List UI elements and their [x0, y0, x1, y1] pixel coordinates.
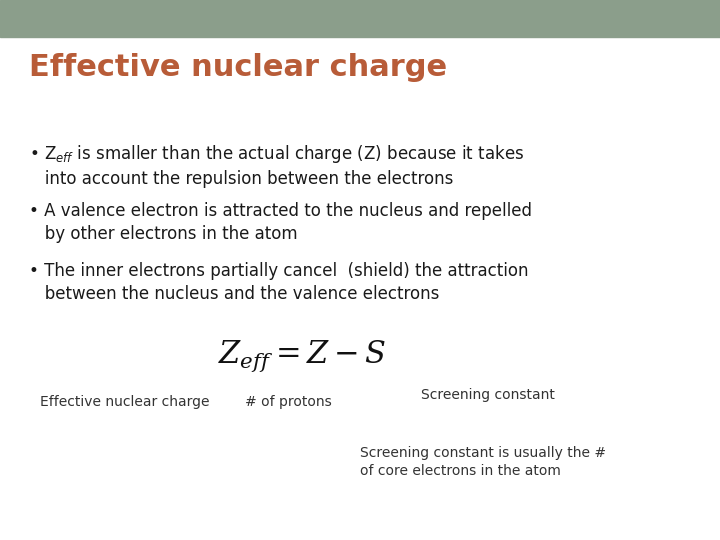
- Text: Effective nuclear charge: Effective nuclear charge: [29, 53, 447, 82]
- Bar: [0, 0, 720, 37]
- Text: Screening constant is usually the #
of core electrons in the atom: Screening constant is usually the # of c…: [360, 446, 606, 478]
- Text: Effective nuclear charge: Effective nuclear charge: [40, 395, 209, 409]
- Text: # of protons: # of protons: [245, 395, 331, 409]
- Text: Screening constant: Screening constant: [421, 388, 555, 402]
- Text: • A valence electron is attracted to the nucleus and repelled
   by other electr: • A valence electron is attracted to the…: [29, 202, 532, 244]
- Text: • The inner electrons partially cancel  (shield) the attraction
   between the n: • The inner electrons partially cancel (…: [29, 262, 528, 303]
- Text: • Z$_{eff}$ is smaller than the actual charge (Z) because it takes
   into accou: • Z$_{eff}$ is smaller than the actual c…: [29, 143, 524, 188]
- Text: $Z_{eff} = Z - S$: $Z_{eff} = Z - S$: [218, 339, 387, 374]
